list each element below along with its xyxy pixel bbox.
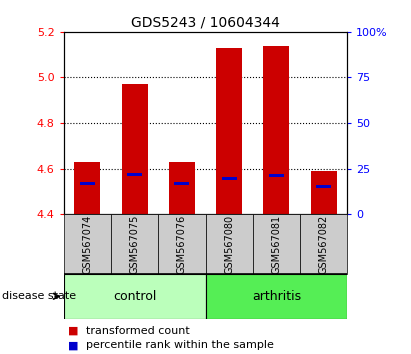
Bar [206, 214, 253, 274]
Text: GSM567076: GSM567076 [177, 215, 187, 274]
Text: control: control [113, 290, 156, 303]
Text: disease state: disease state [2, 291, 76, 301]
Text: percentile rank within the sample: percentile rank within the sample [86, 340, 274, 350]
Bar [311, 171, 337, 214]
Bar [158, 214, 206, 274]
Bar [111, 214, 158, 274]
Bar [169, 162, 195, 214]
Text: GSM567075: GSM567075 [129, 215, 140, 274]
Bar [300, 214, 347, 274]
Bar [127, 173, 142, 176]
Bar [122, 84, 148, 214]
Text: GSM567081: GSM567081 [271, 215, 282, 274]
Bar [263, 46, 289, 214]
Bar [253, 214, 300, 274]
Bar [222, 177, 237, 179]
Bar [64, 214, 111, 274]
Text: ■: ■ [68, 340, 79, 350]
Bar [64, 274, 206, 319]
Bar [269, 174, 284, 177]
Text: GSM567074: GSM567074 [82, 215, 92, 274]
Text: GSM567080: GSM567080 [224, 215, 234, 274]
Text: ■: ■ [68, 326, 79, 336]
Bar [316, 185, 331, 188]
Text: GSM567082: GSM567082 [319, 215, 329, 274]
Bar [174, 182, 189, 185]
Title: GDS5243 / 10604344: GDS5243 / 10604344 [131, 15, 280, 29]
Bar [74, 162, 100, 214]
Bar [206, 274, 347, 319]
Bar [80, 182, 95, 185]
Text: arthritis: arthritis [252, 290, 301, 303]
Text: transformed count: transformed count [86, 326, 190, 336]
Bar [216, 48, 242, 214]
